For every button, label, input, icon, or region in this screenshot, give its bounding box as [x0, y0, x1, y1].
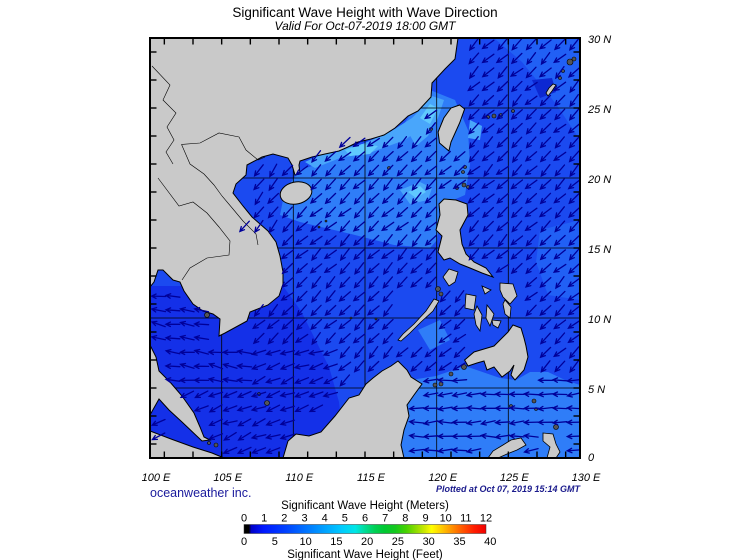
- svg-text:9: 9: [422, 513, 428, 525]
- land-mindoro: [442, 268, 459, 287]
- land-panay: [464, 293, 477, 311]
- x-label-115e: 115 E: [357, 472, 386, 484]
- land-malay-peninsula: [150, 344, 212, 442]
- svg-text:4: 4: [322, 513, 328, 525]
- svg-text:6: 6: [362, 513, 368, 525]
- svg-text:5: 5: [272, 536, 278, 548]
- svg-text:15: 15: [330, 536, 342, 548]
- wave-direction-arrows: [150, 38, 580, 455]
- svg-text:2: 2: [281, 513, 287, 525]
- y-label-5n: 5 N: [588, 384, 605, 396]
- wave-height-contours: [150, 38, 580, 458]
- land-masbate: [481, 285, 492, 295]
- x-label-125e: 125 E: [500, 472, 529, 484]
- landmasses: [150, 38, 577, 458]
- y-label-10n: 10 N: [588, 314, 611, 326]
- x-label-120e: 120 E: [428, 472, 457, 484]
- map-area: [150, 38, 580, 458]
- land-taiwan: [437, 104, 466, 152]
- map-frame: [149, 37, 581, 459]
- land-leyte: [502, 299, 512, 319]
- y-label-0: 0: [588, 452, 595, 464]
- x-label-110e: 110 E: [285, 472, 314, 484]
- legend-meters-label: Significant Wave Height (Meters): [281, 500, 449, 512]
- y-label-20n: 20 N: [587, 174, 611, 186]
- y-axis-labels: 30 N 25 N 20 N 15 N 10 N 5 N 0: [587, 34, 611, 464]
- svg-text:12: 12: [480, 513, 492, 525]
- svg-text:0: 0: [241, 536, 247, 548]
- svg-text:40: 40: [484, 536, 496, 548]
- x-label-100e: 100 E: [142, 472, 171, 484]
- land-bohol: [491, 319, 502, 329]
- land-negros: [473, 305, 483, 333]
- svg-text:35: 35: [453, 536, 465, 548]
- svg-text:25: 25: [392, 536, 404, 548]
- plotted-timestamp: Plotted at Oct 07, 2019 15:14 GMT: [436, 484, 582, 494]
- svg-text:3: 3: [301, 513, 307, 525]
- country-borders: [151, 65, 266, 281]
- svg-text:10: 10: [440, 513, 452, 525]
- svg-text:8: 8: [402, 513, 408, 525]
- y-label-30n: 30 N: [588, 34, 611, 46]
- land-sulawesi: [487, 437, 527, 458]
- legend-feet-ticks: 0 5 10 15 20 25 30 35 40: [241, 536, 496, 548]
- land-mindanao: [463, 324, 529, 381]
- land-okinawa: [545, 83, 557, 97]
- map-minor-ticks: [151, 39, 579, 457]
- colorbar-legend: Significant Wave Height (Meters) 0 1 2 3…: [241, 500, 496, 560]
- land-borneo: [282, 360, 423, 458]
- page-title: Significant Wave Height with Wave Direct…: [232, 5, 497, 20]
- land-luzon: [435, 198, 495, 279]
- x-label-130e: 130 E: [572, 472, 601, 484]
- land-palawan: [397, 298, 440, 342]
- land-sumatra: [150, 430, 225, 458]
- svg-text:10: 10: [299, 536, 311, 548]
- svg-text:7: 7: [382, 513, 388, 525]
- colorbar-gradient: [243, 524, 487, 534]
- land-cebu: [485, 303, 495, 328]
- land-halmahera: [542, 432, 561, 458]
- x-label-105e: 105 E: [213, 472, 242, 484]
- land-samar: [499, 282, 518, 305]
- valid-time-subtitle: Valid For Oct-07-2019 18:00 GMT: [275, 19, 458, 33]
- x-axis-labels: 100 E 105 E 110 E 115 E 120 E 125 E 130 …: [142, 472, 601, 484]
- svg-text:5: 5: [342, 513, 348, 525]
- svg-text:20: 20: [361, 536, 373, 548]
- svg-text:11: 11: [460, 513, 471, 525]
- y-label-15n: 15 N: [588, 244, 611, 256]
- legend-meters-ticks: 0 1 2 3 4 5 6 7 8 9 10 11 12: [241, 513, 492, 525]
- legend-feet-label: Significant Wave Height (Feet): [287, 549, 443, 560]
- y-label-25n: 25 N: [587, 104, 611, 116]
- oceanweather-credit: oceanweather inc.: [150, 486, 251, 500]
- svg-text:0: 0: [241, 513, 247, 525]
- land-mainland-asia: [150, 38, 459, 337]
- svg-text:30: 30: [423, 536, 435, 548]
- svg-text:1: 1: [261, 513, 267, 525]
